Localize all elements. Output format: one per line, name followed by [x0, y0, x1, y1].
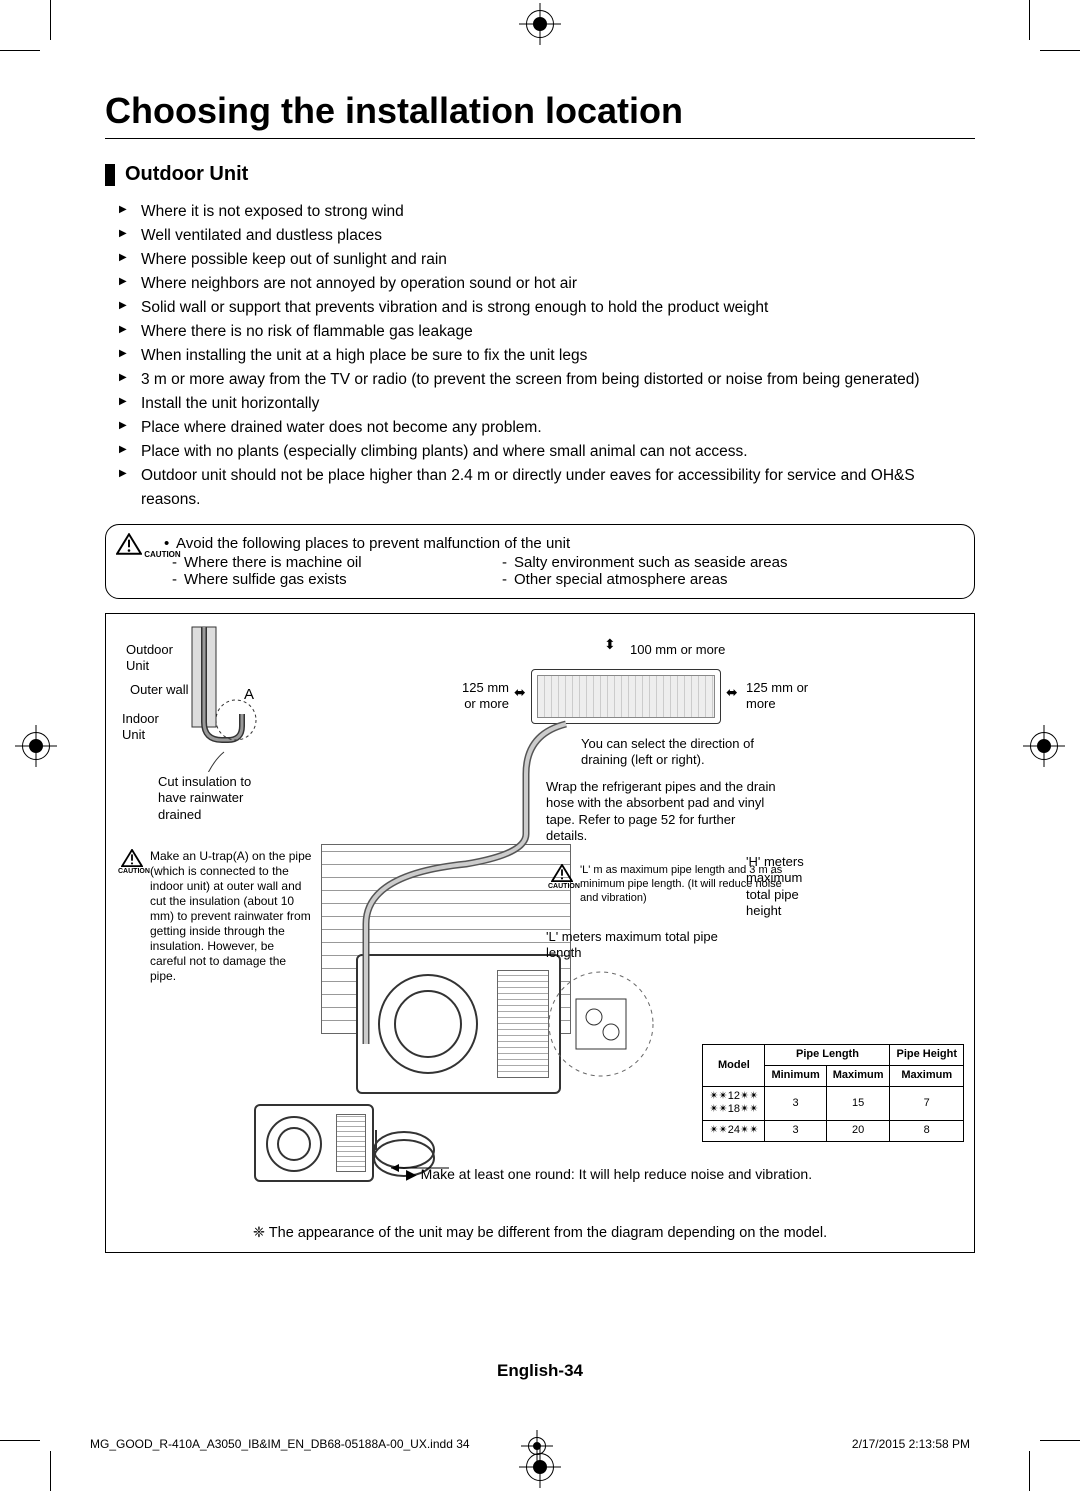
caution-item: Where there is machine oil	[164, 554, 494, 571]
registration-mark-icon	[526, 1453, 554, 1481]
appearance-note: ❈ The appearance of the unit may be diff…	[106, 1224, 974, 1242]
registration-mark-icon	[1030, 732, 1058, 760]
pipe-detail-icon	[184, 622, 274, 772]
list-item: Well ventilated and dustless places	[123, 224, 975, 248]
footer-timestamp: 2/17/2015 2:13:58 PM	[852, 1437, 970, 1451]
list-item: Outdoor unit should not be place higher …	[123, 464, 975, 512]
table-cell: 15	[826, 1086, 890, 1121]
list-item: When installing the unit at a high place…	[123, 344, 975, 368]
arrow-horizontal-icon: ⬌	[726, 684, 737, 702]
list-item: Solid wall or support that prevents vibr…	[123, 296, 975, 320]
list-item: Where it is not exposed to strong wind	[123, 200, 975, 224]
list-item: Where neighbors are not annoyed by opera…	[123, 272, 975, 296]
outdoor-unit-small-icon	[254, 1104, 374, 1182]
pipe-spec-table: Model Pipe Length Pipe Height Minimum Ma…	[702, 1044, 964, 1142]
utrap-caution: CAUTION Make an U-trap(A) on the pipe (w…	[118, 849, 313, 984]
th-max: Maximum	[826, 1065, 890, 1086]
label-wrap-pipes: Wrap the refrigerant pipes and the drain…	[546, 779, 776, 844]
list-item: Where possible keep out of sunlight and …	[123, 248, 975, 272]
footer-filename: MG_GOOD_R-410A_A3050_IB&IM_EN_DB68-05188…	[90, 1437, 470, 1451]
valve-detail-icon	[546, 969, 666, 1089]
list-item: Place with no plants (especially climbin…	[123, 440, 975, 464]
caution-icon: CAUTION	[548, 864, 576, 892]
table-cell: ✴✴24✴✴	[703, 1121, 765, 1142]
table-cell: 20	[826, 1121, 890, 1142]
table-cell: ✴✴12✴✴✴✴18✴✴	[703, 1086, 765, 1121]
label-left-clearance: 125 mm or more	[451, 680, 509, 713]
label-outdoor-unit: Outdoor Unit	[126, 642, 186, 675]
list-item: Where there is no risk of flammable gas …	[123, 320, 975, 344]
registration-mark-icon	[22, 732, 50, 760]
installation-diagram: Outdoor Unit Outer wall Indoor Unit A Cu…	[105, 613, 975, 1253]
list-item: Place where drained water does not becom…	[123, 416, 975, 440]
caution-item: Salty environment such as seaside areas	[494, 554, 787, 571]
caution-lead: Avoid the following places to prevent ma…	[164, 533, 960, 554]
label-right-clearance: 125 mm or more	[746, 680, 816, 713]
page-content: Choosing the installation location Outdo…	[105, 90, 975, 1381]
th-min: Minimum	[765, 1065, 826, 1086]
th-pipe-length: Pipe Length	[765, 1045, 890, 1066]
label-l-length: 'L' meters maximum total pipe length	[546, 929, 736, 962]
table-cell: 8	[890, 1121, 964, 1142]
registration-mark-icon	[526, 10, 554, 38]
th-pipe-height: Pipe Height	[890, 1045, 964, 1066]
label-round-note: ▶ Make at least one round: It will help …	[406, 1166, 836, 1184]
indoor-unit-icon	[531, 669, 721, 724]
label-drain-direction: You can select the direction of draining…	[581, 736, 781, 769]
caution-icon: CAUTION	[118, 849, 146, 877]
page-title: Choosing the installation location	[105, 90, 975, 139]
caution-item: Other special atmosphere areas	[494, 571, 787, 588]
label-indoor-unit: Indoor Unit	[122, 711, 172, 744]
page-number: English-34	[105, 1361, 975, 1381]
th-max2: Maximum	[890, 1065, 964, 1086]
list-item: Install the unit horizontally	[123, 392, 975, 416]
section-heading: Outdoor Unit	[105, 163, 975, 186]
outdoor-unit-icon	[356, 954, 561, 1094]
arrow-horizontal-icon: ⬌	[514, 684, 525, 702]
requirements-list: Where it is not exposed to strong wind W…	[105, 200, 975, 512]
label-top-clearance: 100 mm or more	[630, 642, 725, 658]
label-cut-insulation: Cut insulation to have rainwater drained	[158, 774, 278, 823]
arrow-vertical-icon: ⬍	[604, 636, 615, 654]
caution-item: Where sulfide gas exists	[164, 571, 494, 588]
list-item: 3 m or more away from the TV or radio (t…	[123, 368, 975, 392]
table-cell: 7	[890, 1086, 964, 1121]
caution-box: CAUTION Avoid the following places to pr…	[105, 524, 975, 599]
label-h-height: 'H' meters maximum total pipe height	[746, 854, 826, 919]
th-model: Model	[703, 1045, 765, 1087]
table-cell: 3	[765, 1121, 826, 1142]
table-cell: 3	[765, 1086, 826, 1121]
section-title: Outdoor Unit	[125, 163, 248, 186]
registration-mark-icon	[528, 1437, 546, 1455]
